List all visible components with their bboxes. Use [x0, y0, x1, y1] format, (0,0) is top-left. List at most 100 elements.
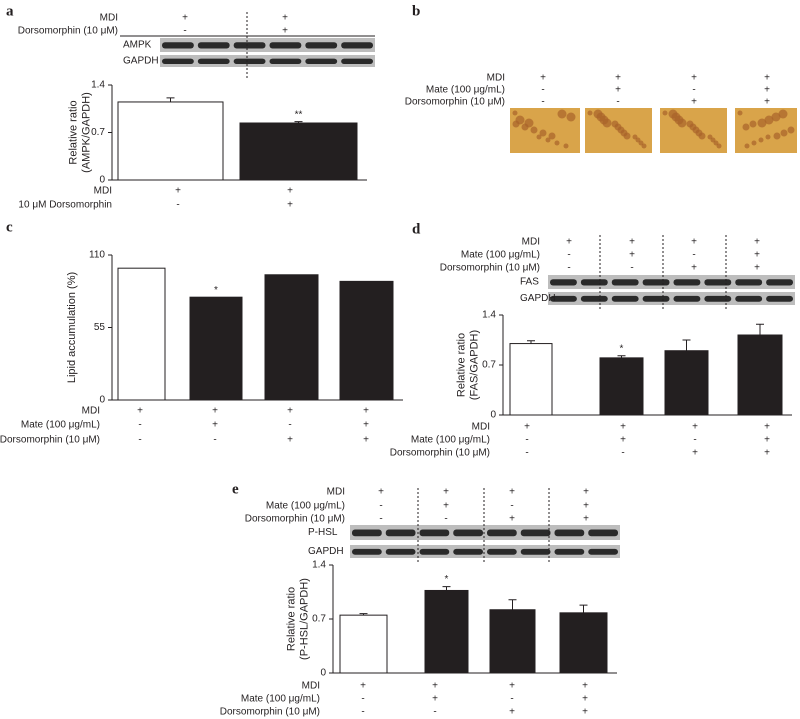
- y-axis-label: (FAS/GAPDH): [468, 330, 480, 400]
- treatment-label: Mate (100 μg/mL): [411, 435, 490, 446]
- treatment-sign: +: [691, 73, 697, 84]
- panel-letter: a: [6, 3, 14, 19]
- treatment-label: Dorsomorphin (10 μM): [390, 448, 490, 459]
- blot-band: [520, 529, 551, 537]
- bar: [239, 122, 358, 181]
- treatment-sign: +: [509, 514, 515, 525]
- treatment-sign: +: [582, 681, 588, 692]
- error-bar: [294, 121, 303, 123]
- treatment-sign: +: [287, 435, 293, 446]
- cell-spot: [765, 134, 771, 140]
- treatment-label: 10 μM Dorsomorphin: [18, 200, 112, 211]
- cell-spot: [749, 120, 757, 128]
- blot-band: [197, 42, 230, 49]
- treatment-sign: -: [433, 707, 436, 718]
- treatment-label: MDI: [302, 681, 320, 692]
- blot-band: [305, 42, 338, 49]
- treatment-sign: -: [693, 435, 696, 446]
- cell-spot: [512, 110, 518, 116]
- y-tick-label: 0.7: [482, 360, 496, 371]
- blot-band: [487, 548, 517, 555]
- bar: [264, 274, 319, 401]
- cell-spot: [563, 143, 569, 149]
- treatment-label: Dorsomorphin (10 μM): [18, 26, 118, 37]
- cell-spot: [662, 110, 668, 116]
- blot-label: GAPDH: [520, 293, 556, 304]
- bar: [117, 101, 224, 181]
- blot-band: [269, 58, 302, 64]
- error-bar: [359, 613, 368, 616]
- blot-band: [197, 58, 230, 64]
- blot-band: [550, 279, 577, 286]
- treatment-sign: +: [540, 73, 546, 84]
- y-tick-label: 1.4: [91, 80, 105, 91]
- bar: [189, 296, 243, 401]
- treatment-sign: +: [620, 435, 626, 446]
- treatment-sign: +: [764, 435, 770, 446]
- treatment-sign: +: [764, 422, 770, 433]
- treatment-sign: -: [541, 85, 544, 96]
- bar: [339, 280, 394, 401]
- blot-band: [588, 529, 618, 537]
- treatment-label: Dorsomorphin (10 μM): [245, 514, 345, 525]
- treatment-sign: -: [213, 435, 216, 446]
- treatment-sign: +: [583, 487, 589, 498]
- cell-spot: [686, 120, 694, 128]
- blot-band: [611, 279, 639, 286]
- treatment-label: MDI: [472, 422, 490, 433]
- treatment-sign: +: [692, 422, 698, 433]
- blot-band: [385, 548, 416, 555]
- y-tick-label: 0.7: [312, 614, 326, 625]
- panel-letter: c: [6, 219, 13, 235]
- treatment-sign: -: [183, 26, 186, 37]
- cell-spot: [557, 109, 567, 119]
- treatment-sign: +: [583, 501, 589, 512]
- treatment-sign: +: [443, 501, 449, 512]
- blot-band: [704, 295, 732, 302]
- cell-spot: [539, 129, 547, 137]
- treatment-sign: +: [764, 85, 770, 96]
- treatment-sign: +: [509, 487, 515, 498]
- treatment-sign: +: [360, 681, 366, 692]
- blot-band: [673, 295, 701, 302]
- error-bar: [508, 599, 517, 610]
- blot-band: [269, 42, 302, 49]
- blot-band: [735, 295, 763, 302]
- treatment-sign: +: [524, 422, 530, 433]
- error-bar: [527, 340, 535, 344]
- cell-spot: [742, 123, 750, 131]
- blot-band: [419, 548, 450, 555]
- cell-spot: [773, 132, 781, 140]
- cell-spot: [593, 109, 603, 119]
- treatment-sign: -: [525, 448, 528, 459]
- blot-label: AMPK: [123, 40, 152, 51]
- blot-band: [704, 279, 732, 286]
- cell-spot: [554, 140, 560, 146]
- treatment-sign: -: [567, 263, 570, 274]
- treatment-sign: -: [621, 448, 624, 459]
- treatment-label: Dorsomorphin (10 μM): [0, 435, 100, 446]
- panel-letter: d: [412, 221, 421, 237]
- bar: [489, 609, 536, 674]
- treatment-sign: -: [288, 420, 291, 431]
- y-tick-label: 1.4: [482, 310, 496, 321]
- y-tick-label: 0: [99, 175, 105, 186]
- treatment-sign: +: [363, 420, 369, 431]
- treatment-label: MDI: [487, 73, 505, 84]
- error-bar: [682, 339, 691, 351]
- treatment-sign: +: [629, 237, 635, 248]
- treatment-sign: +: [175, 186, 181, 197]
- significance-mark: *: [445, 574, 449, 585]
- treatment-sign: -: [630, 263, 633, 274]
- treatment-sign: -: [510, 501, 513, 512]
- treatment-label: Dorsomorphin (10 μM): [405, 97, 505, 108]
- treatment-sign: +: [620, 422, 626, 433]
- treatment-label: Dorsomorphin (10 μM): [220, 707, 320, 718]
- treatment-sign: +: [287, 186, 293, 197]
- treatment-label: MDI: [522, 237, 540, 248]
- treatment-sign: +: [615, 73, 621, 84]
- cell-spot: [512, 120, 520, 128]
- blot-band: [352, 548, 382, 555]
- cell-spot: [737, 110, 743, 116]
